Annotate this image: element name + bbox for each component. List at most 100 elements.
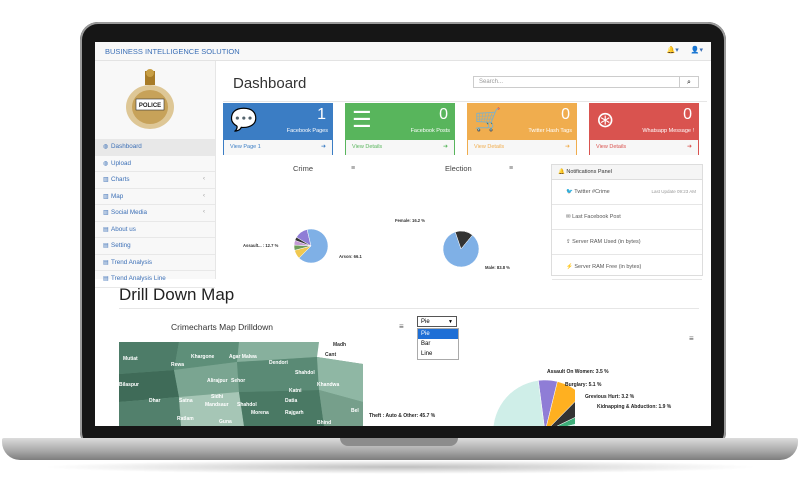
sidebar-item-label: Charts [111,176,130,183]
map-region-label: Shahdol [237,402,257,408]
brand-title[interactable]: BUSINESS INTELLIGENCE SOLUTION [105,47,240,56]
panel-caption: Whatsapp Message ! [642,128,694,134]
panel-count: 0 [439,106,448,123]
laptop-base [2,438,798,460]
police-logo-text: POLICE [139,103,161,109]
option-pie[interactable]: Pie [418,329,458,339]
pie-label-burglary: Burglary: 5.1 % [565,382,602,388]
pie-slice[interactable] [294,236,312,247]
page-title: Dashboard [233,75,307,92]
twitter-icon: 🐦 [566,189,575,195]
bar-chart-icon: ▥ [103,193,109,200]
laptop-notch [340,438,458,446]
panel-facebook-pages: 💬 1 Facebook Pages View Page 1 ➜ [223,103,333,155]
panel-link[interactable]: View Details ➜ [468,140,576,155]
list-icon: ☰ [352,107,372,132]
option-bar[interactable]: Bar [421,341,431,347]
sidebar-item-trend-analysis-line[interactable]: ▤ Trend Analysis Line [95,271,215,288]
map-region-label: Rajgarh [285,410,304,416]
pie-slice[interactable] [545,395,575,426]
sidebar-nav: ◍ Dashboard ◍ Upload ▥ Charts ‹ ▥ Map ‹ ▥ Socia… [95,139,215,288]
menu-icon[interactable]: ≡ [689,334,694,343]
notification-item[interactable]: 🐦 Twitter #Crime Last Update 09:23 AM [552,180,702,205]
map-region-label: Mandsaur [205,402,229,408]
panel-head: 💬 1 Facebook Pages [224,104,332,140]
sidebar-item-upload[interactable]: ◍ Upload [95,156,215,172]
panel-link[interactable]: View Page 1 ➜ [224,140,332,155]
map-region-label: Cant [325,352,337,358]
notification-item[interactable]: ⇪ Server RAM Used (in bytes) [552,230,702,255]
map-title: Crimecharts Map Drilldown [171,322,274,332]
chevron-left-icon: ‹ [203,209,205,215]
notification-text: Last Facebook Post [572,214,621,220]
sidebar-item-setting[interactable]: ▤ Setting [95,238,215,255]
select-value: Pie [421,319,430,325]
notification-text: Server RAM Free (in bytes) [574,264,642,270]
panel-count: 0 [683,106,692,123]
search-input[interactable]: Search... [473,76,681,88]
map-region-label: Guna [219,419,232,425]
menu-icon[interactable]: ≡ [351,165,356,172]
notification-item[interactable]: ✉ Last Facebook Post [552,205,702,230]
option-line[interactable]: Line [421,351,433,357]
panel-link[interactable]: View Details ➜ [590,140,698,155]
bell-icon[interactable]: 🔔▾ [666,47,679,54]
drill-down-title: Drill Down Map [119,285,235,304]
panel-link-text: View Details [474,144,505,150]
laptop-screen: BUSINESS INTELLIGENCE SOLUTION 🔔▾ 👤▾ POL… [95,42,711,426]
sidebar-item-map[interactable]: ▥ Map ‹ [95,189,215,205]
panel-link-text: View Details [596,144,627,150]
map-region-label: Dendori [269,360,288,366]
pie-slice[interactable] [298,228,329,264]
sidebar-item-charts[interactable]: ▥ Charts ‹ [95,172,215,189]
divider [119,308,699,309]
arrow-right-icon: ➜ [686,144,692,150]
menu-icon[interactable]: ≡ [509,165,514,172]
sidebar-item-social-media[interactable]: ▥ Social Media ‹ [95,205,215,222]
panel-head: ⊛ 0 Whatsapp Message ! [590,104,698,140]
upload-icon: ◍ [103,160,109,167]
map-region-label: Satna [179,398,193,404]
panel-count: 1 [317,106,326,123]
panel-count: 0 [561,106,570,123]
caret-down-icon: ▼ [448,319,453,325]
sidebar-item-label: Dashboard [111,143,142,150]
arrow-right-icon: ➜ [442,144,448,150]
bolt-icon: ⚡ [566,264,575,270]
panel-facebook-posts: ☰ 0 Facebook Posts View Details ➜ [345,103,455,155]
panel-caption: Facebook Posts [410,128,450,134]
user-icon[interactable]: 👤▾ [690,47,703,54]
notification-text: Twitter #Crime [574,189,610,195]
police-logo: POLICE [126,69,174,129]
crime-label-arson: Arson: 66.1 [339,254,362,259]
sidebar-item-label: Social Media [111,209,148,216]
pie-slice[interactable] [545,409,575,426]
lifebuoy-icon: ⊛ [596,107,615,132]
menu-icon[interactable]: ≡ [399,322,404,331]
election-pie-chart [442,230,480,268]
panel-link-text: View Details [352,144,383,150]
notification-item[interactable]: ⚡ Server RAM Free (in bytes) [552,255,702,280]
search-icon[interactable]: ⌕ [679,76,699,88]
pie-slice[interactable] [545,381,575,426]
crime-chart-title: Crime [293,164,313,173]
pie-label-kidnapping: Kidnapping & Abduction: 1.9 % [597,404,672,410]
chart-type-select[interactable]: Pie ▼ [417,316,457,327]
pie-slice[interactable] [493,380,575,426]
sidebar-item-trend-analysis[interactable]: ▤ Trend Analysis [95,255,215,271]
bell-icon: 🔔 [558,169,567,175]
sidebar-item-about-us[interactable]: ▤ About us [95,222,215,238]
crime-pie-chart [293,228,329,264]
map-region-label: Rewa [171,362,185,368]
upload-icon: ⇪ [566,239,573,245]
sidebar-item-dashboard[interactable]: ◍ Dashboard [95,139,215,156]
chart-type-options: Pie Bar Line [417,328,459,360]
map-region-label: Datia [285,398,298,404]
election-label-male: Male: 83.8 % [485,265,510,270]
panel-link[interactable]: View Details ➜ [346,140,454,155]
pie-slice[interactable] [442,231,480,268]
pie-label-theft: Theft : Auto & Other: 45.7 % [369,413,436,419]
drilldown-map[interactable]: Madh Cant Mutiat Khargone Agar Malwa Den… [119,342,363,426]
map-shapes [119,342,363,426]
crime-label-assault: Assault... : 12.7 % [243,243,279,248]
